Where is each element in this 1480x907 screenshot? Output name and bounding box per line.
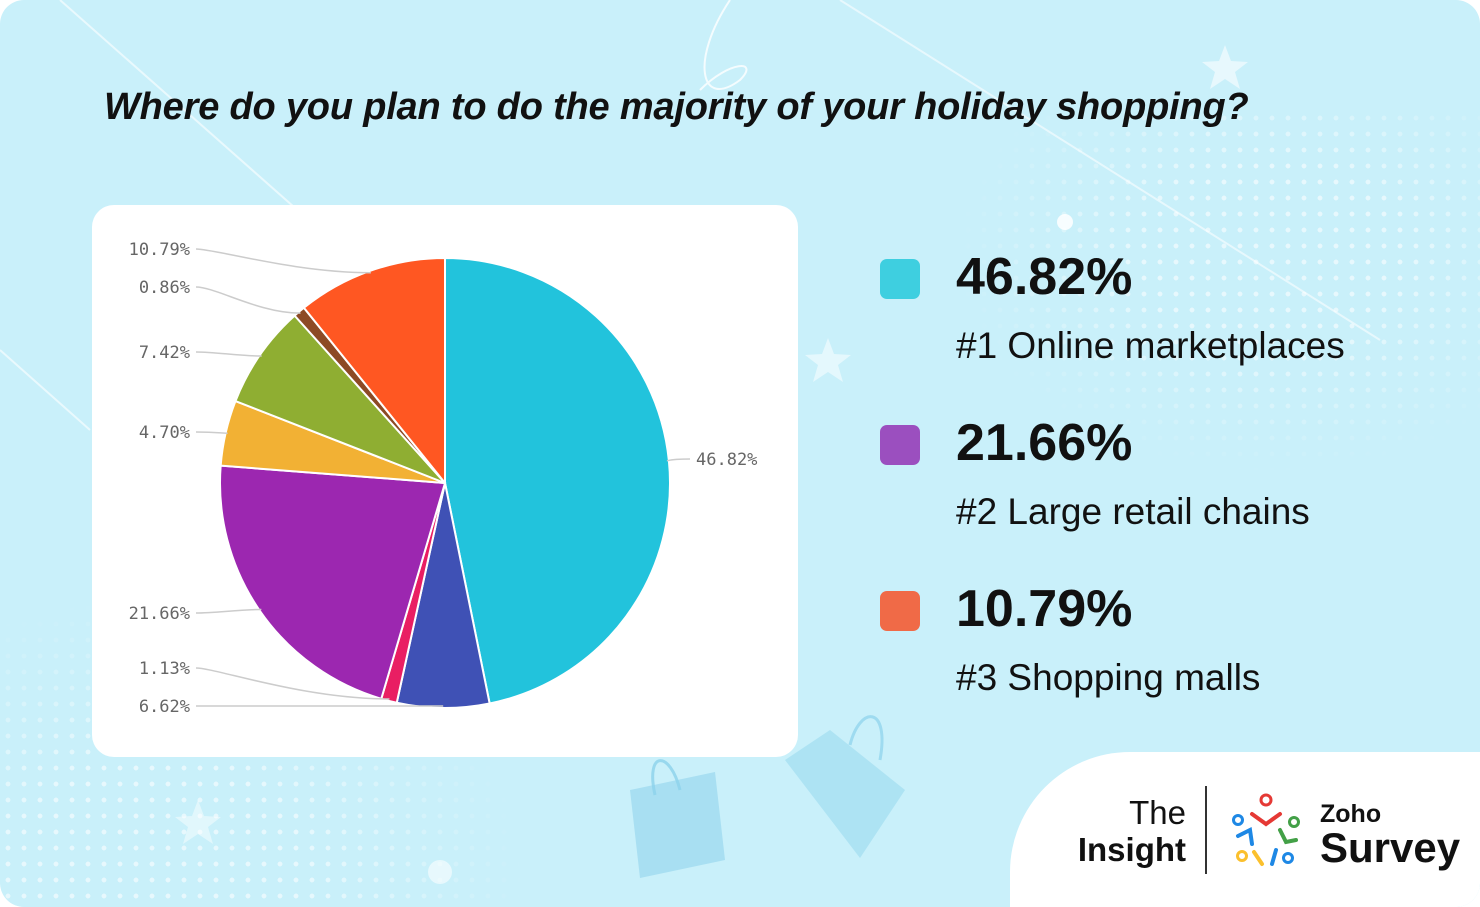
chart-title: Where do you plan to do the majority of … bbox=[104, 86, 1249, 128]
pie-data-label: 7.42% bbox=[139, 343, 190, 363]
pie-data-label: 4.70% bbox=[139, 423, 190, 443]
pie-data-label: 10.79% bbox=[129, 240, 190, 260]
pie-data-label: 46.82% bbox=[696, 450, 757, 470]
legend-item-1: 46.82% #1 Online marketplaces bbox=[880, 248, 1440, 375]
dot-pattern bbox=[960, 110, 1480, 470]
legend-label: #2 Large retail chains bbox=[956, 491, 1310, 532]
pie-chart: 46.82% 6.62% 1.13% 21.66% 4.70% 7.42% 0.86% 10.… bbox=[129, 240, 758, 717]
pie-leader-line bbox=[666, 458, 691, 462]
legend-swatch bbox=[880, 591, 920, 631]
pie-leader-line bbox=[195, 667, 390, 700]
legend-swatch bbox=[880, 425, 920, 465]
brand-survey: Survey bbox=[1320, 824, 1461, 871]
legend-item-2: 21.66% #2 Large retail chains bbox=[880, 414, 1440, 541]
pie-data-label: 21.66% bbox=[129, 604, 190, 624]
legend-item-3: 10.79% #3 Shopping malls bbox=[880, 580, 1440, 707]
chart-card: 46.82% 6.62% 1.13% 21.66% 4.70% 7.42% 0.86% 10.… bbox=[92, 205, 798, 757]
footer-branding: The Insight Zoho Survey bbox=[1010, 752, 1480, 907]
legend-label: #1 Online marketplaces bbox=[956, 325, 1345, 366]
brand-zoho: Zoho bbox=[1320, 800, 1382, 828]
zoho-survey-logo-icon bbox=[1232, 793, 1300, 866]
pie-leader-line bbox=[195, 431, 228, 435]
pie-leader-line bbox=[195, 248, 371, 274]
pie-leader-line bbox=[195, 608, 262, 614]
insight-top-text: The bbox=[1129, 794, 1186, 831]
legend-value: 46.82% bbox=[956, 248, 1133, 306]
pie-data-label: 1.13% bbox=[139, 659, 190, 679]
pie-slice bbox=[234, 314, 446, 484]
pie-data-label: 6.62% bbox=[139, 697, 190, 717]
pie-leader-line bbox=[195, 286, 301, 314]
legend-label: #3 Shopping malls bbox=[956, 657, 1261, 698]
legend-swatch bbox=[880, 259, 920, 299]
insight-bottom-text: Insight bbox=[1077, 831, 1186, 868]
the-insight-logo: The Insight bbox=[1066, 794, 1186, 868]
pie-slice bbox=[444, 256, 671, 705]
legend-value: 21.66% bbox=[956, 414, 1133, 472]
legend-value: 10.79% bbox=[956, 580, 1133, 638]
pie-data-label: 0.86% bbox=[139, 278, 190, 298]
pie-slice bbox=[302, 256, 446, 486]
footer-divider bbox=[1205, 786, 1207, 874]
pie-leader-line bbox=[195, 351, 262, 357]
pie-slice bbox=[219, 464, 447, 701]
